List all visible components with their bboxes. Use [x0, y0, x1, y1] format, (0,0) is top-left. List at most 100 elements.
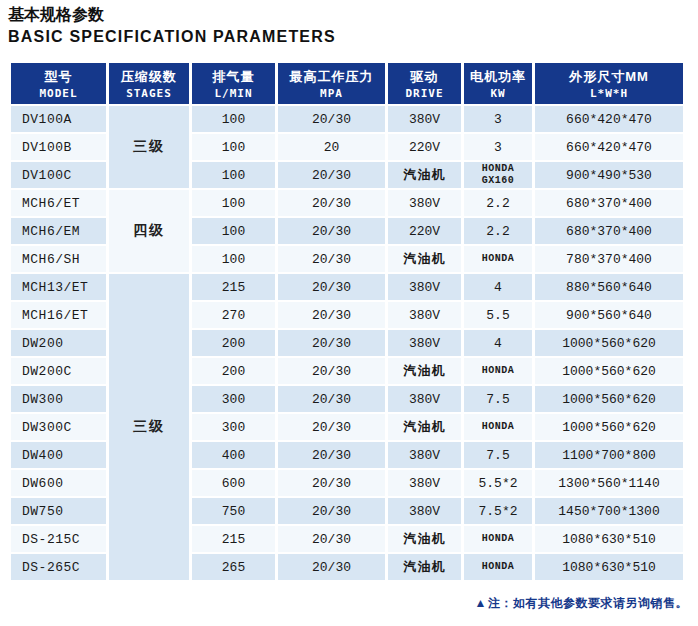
drive-cell: 汽油机: [388, 554, 461, 580]
power-cell: 2.2: [464, 218, 532, 244]
power-cell: 5.5*2: [464, 470, 532, 496]
model-cell: DW750: [11, 498, 106, 524]
stage-group-cell: 四级: [109, 190, 189, 272]
dimensions-cell: 1000*560*620: [535, 358, 683, 384]
col-header-pressure-en: MPA: [278, 87, 385, 100]
dimensions-cell: 1080*630*510: [535, 554, 683, 580]
page-title-zh: 基本规格参数: [8, 5, 690, 24]
pressure-cell: 20/30: [278, 442, 385, 468]
model-cell: MCH6/SH: [11, 246, 106, 272]
dimensions-cell: 1000*560*620: [535, 386, 683, 412]
pressure-cell: 20: [278, 134, 385, 160]
model-cell: DW600: [11, 470, 106, 496]
model-cell: DW200C: [11, 358, 106, 384]
pressure-cell: 20/30: [278, 386, 385, 412]
model-cell: MCH16/ET: [11, 302, 106, 328]
footnote-text: 注：如有其他参数要求请另询销售。: [488, 596, 688, 610]
table-row: DV100A 三级100 20/30 380V 3 660*420*470: [11, 106, 683, 132]
drive-cell: 380V: [388, 106, 461, 132]
model-cell: DW200: [11, 330, 106, 356]
dimensions-cell: 900*490*530: [535, 162, 683, 188]
dimensions-cell: 680*370*400: [535, 190, 683, 216]
dimensions-cell: 1450*700*1300: [535, 498, 683, 524]
displacement-cell: 300: [192, 386, 275, 412]
pressure-cell: 20/30: [278, 526, 385, 552]
drive-cell: 380V: [388, 302, 461, 328]
pressure-cell: 20/30: [278, 330, 385, 356]
page-title-en: BASIC SPECIFICATION PARAMETERS: [8, 27, 690, 46]
pressure-cell: 20/30: [278, 302, 385, 328]
model-cell: MCH6/EM: [11, 218, 106, 244]
spec-table: 型号 MODEL 压缩级数 STAGES 排气量 L/MIN 最高工作压力 MP…: [8, 61, 686, 582]
col-header-model: 型号 MODEL: [11, 63, 106, 104]
dimensions-cell: 660*420*470: [535, 134, 683, 160]
col-header-pressure: 最高工作压力 MPA: [278, 63, 385, 104]
stage-group-cell: 三级: [109, 274, 189, 580]
model-cell: MCH13/ET: [11, 274, 106, 300]
displacement-cell: 215: [192, 274, 275, 300]
col-header-stages-en: STAGES: [109, 87, 189, 100]
power-cell: 7.5: [464, 442, 532, 468]
pressure-cell: 20/30: [278, 274, 385, 300]
displacement-cell: 100: [192, 134, 275, 160]
note-triangle-icon: ▲: [475, 596, 487, 610]
model-cell: DW400: [11, 442, 106, 468]
col-header-displacement-en: L/MIN: [192, 87, 275, 100]
pressure-cell: 20/30: [278, 106, 385, 132]
col-header-power-en: KW: [464, 87, 532, 100]
displacement-cell: 100: [192, 218, 275, 244]
displacement-cell: 100: [192, 162, 275, 188]
col-header-dimensions-zh: 外形尺寸MM: [535, 68, 683, 86]
drive-cell: 汽油机: [388, 526, 461, 552]
stage-group-cell: 三级: [109, 106, 189, 188]
displacement-cell: 200: [192, 330, 275, 356]
dimensions-cell: 900*560*640: [535, 302, 683, 328]
power-cell: HONDA: [464, 554, 532, 580]
col-header-displacement-zh: 排气量: [192, 68, 275, 86]
displacement-cell: 200: [192, 358, 275, 384]
power-cell: 3: [464, 134, 532, 160]
col-header-pressure-zh: 最高工作压力: [278, 68, 385, 86]
displacement-cell: 215: [192, 526, 275, 552]
power-cell: 4: [464, 274, 532, 300]
power-cell: 4: [464, 330, 532, 356]
dimensions-cell: 1300*560*1140: [535, 470, 683, 496]
displacement-cell: 600: [192, 470, 275, 496]
dimensions-cell: 1000*560*620: [535, 330, 683, 356]
drive-cell: 380V: [388, 470, 461, 496]
power-cell: HONDA: [464, 246, 532, 272]
col-header-drive: 驱动 DRIVE: [388, 63, 461, 104]
drive-cell: 380V: [388, 274, 461, 300]
displacement-cell: 100: [192, 106, 275, 132]
power-cell: HONDA: [464, 358, 532, 384]
col-header-displacement: 排气量 L/MIN: [192, 63, 275, 104]
col-header-model-zh: 型号: [11, 68, 106, 86]
displacement-cell: 265: [192, 554, 275, 580]
col-header-stages-zh: 压缩级数: [109, 68, 189, 86]
power-cell: HONDA GX160: [464, 162, 532, 188]
model-cell: DV100B: [11, 134, 106, 160]
model-cell: DW300: [11, 386, 106, 412]
table-row: MCH13/ET 三级215 20/30 380V 4 880*560*640: [11, 274, 683, 300]
pressure-cell: 20/30: [278, 358, 385, 384]
table-header-row: 型号 MODEL 压缩级数 STAGES 排气量 L/MIN 最高工作压力 MP…: [11, 63, 683, 104]
displacement-cell: 750: [192, 498, 275, 524]
power-cell: 7.5*2: [464, 498, 532, 524]
drive-cell: 380V: [388, 190, 461, 216]
table-body: DV100A 三级100 20/30 380V 3 660*420*470 DV…: [11, 106, 683, 580]
model-cell: DS-265C: [11, 554, 106, 580]
drive-cell: 汽油机: [388, 414, 461, 440]
power-cell: HONDA: [464, 526, 532, 552]
col-header-stages: 压缩级数 STAGES: [109, 63, 189, 104]
col-header-power-zh: 电机功率: [464, 68, 532, 86]
drive-cell: 380V: [388, 442, 461, 468]
power-cell: 2.2: [464, 190, 532, 216]
col-header-drive-en: DRIVE: [388, 87, 461, 100]
displacement-cell: 270: [192, 302, 275, 328]
col-header-dimensions-en: L*W*H: [535, 87, 683, 100]
model-cell: DV100A: [11, 106, 106, 132]
model-cell: MCH6/ET: [11, 190, 106, 216]
displacement-cell: 300: [192, 414, 275, 440]
pressure-cell: 20/30: [278, 190, 385, 216]
drive-cell: 汽油机: [388, 358, 461, 384]
